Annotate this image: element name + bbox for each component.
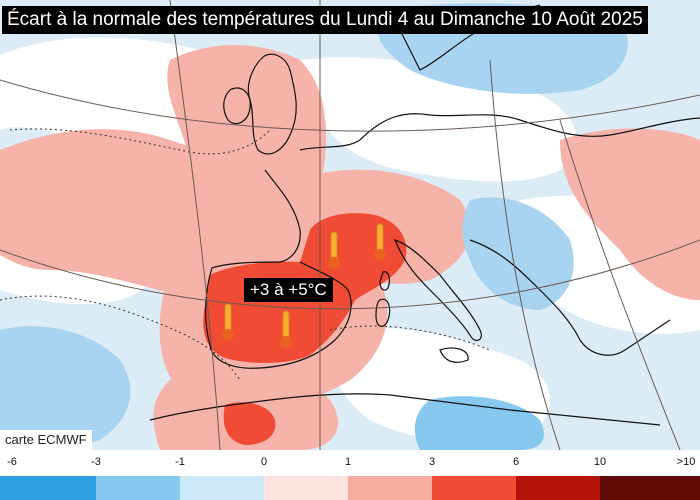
- legend-swatch: [264, 476, 348, 500]
- warm-anomaly-east: [560, 128, 700, 300]
- legend-swatch: [0, 476, 96, 500]
- anomaly-map: [0, 0, 700, 450]
- coastline-africa: [149, 393, 661, 426]
- coastline-ireland: [223, 87, 251, 125]
- graticule: [0, 0, 700, 450]
- legend-tick: 6: [512, 456, 520, 468]
- zero-contours: [0, 128, 491, 381]
- coastline-france: [264, 169, 301, 263]
- thermometer-icon: [374, 223, 386, 261]
- legend-swatch: [348, 476, 432, 500]
- meridian-3: [489, 59, 561, 450]
- thermometer-icon: [280, 310, 292, 348]
- meridian-1: [169, 0, 221, 450]
- coastline-iberia: [205, 261, 352, 369]
- thermometer-icon: [328, 231, 340, 269]
- coastline-italy: [393, 239, 482, 342]
- legend-tick: 0: [260, 456, 268, 468]
- cool-anomaly-southwest: [0, 326, 131, 448]
- contour-med: [329, 325, 491, 351]
- latitude-line-2: [0, 239, 700, 310]
- hot-anomaly-africa: [223, 402, 276, 445]
- legend-swatch: [96, 476, 180, 500]
- map-title: Écart à la normale des températures du L…: [2, 6, 648, 34]
- legend-tick: -1: [175, 456, 185, 468]
- legend-swatch: [516, 476, 600, 500]
- legend-swatch: [600, 476, 700, 500]
- meridian-4: [559, 119, 681, 450]
- coastline-sicily: [439, 347, 469, 363]
- cool-anomaly-southeast: [414, 396, 544, 450]
- latitude-line-1: [0, 79, 700, 132]
- cool-anomaly-balkans: [462, 197, 574, 310]
- contour-north: [9, 128, 271, 155]
- legend-swatch: [180, 476, 264, 500]
- thermometer-icon: [222, 303, 234, 341]
- legend-tick: 3: [428, 456, 436, 468]
- coastline-continent: [299, 113, 700, 151]
- anomaly-annotation: +3 à +5°C: [244, 278, 333, 302]
- legend-swatch: [432, 476, 516, 500]
- coastline-corsica: [379, 271, 390, 291]
- legend-tick: >10: [676, 456, 696, 468]
- legend-tick: -3: [91, 456, 101, 468]
- legend-tick: -6: [7, 456, 17, 468]
- map-credit: carte ECMWF: [0, 430, 92, 450]
- legend-tick: 10: [593, 456, 607, 468]
- legend-tick: 1: [344, 456, 352, 468]
- coastline-balkans: [469, 239, 671, 356]
